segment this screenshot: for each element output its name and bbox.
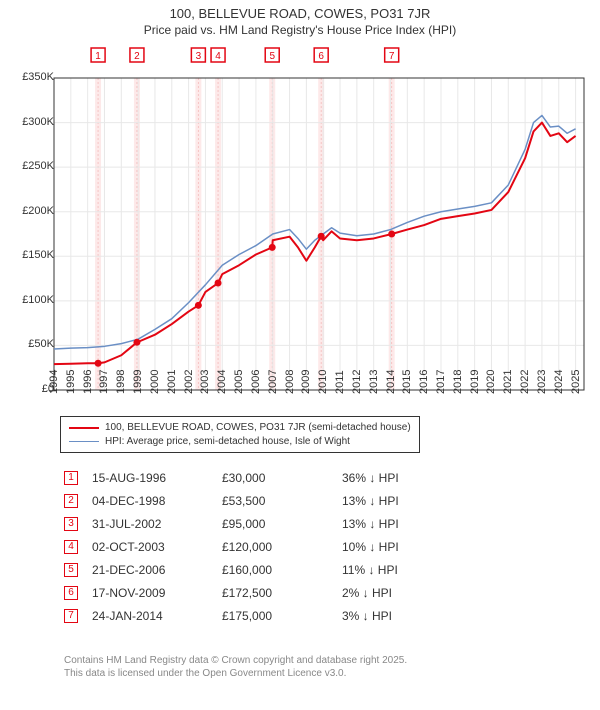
- legend-swatch: [69, 427, 99, 429]
- x-tick-label: 2007: [267, 370, 279, 394]
- table-row: 5 21-DEC-2006£160,00011% ↓ HPI: [64, 558, 462, 581]
- price-chart: 1 2 3 4 5 6 7: [48, 44, 588, 404]
- table-row: 4 02-OCT-2003£120,00010% ↓ HPI: [64, 535, 462, 558]
- legend: 100, BELLEVUE ROAD, COWES, PO31 7JR (sem…: [60, 416, 420, 453]
- page-title: 100, BELLEVUE ROAD, COWES, PO31 7JR: [0, 0, 600, 21]
- x-tick-label: 2000: [149, 370, 161, 394]
- sale-marker: 5: [64, 563, 78, 577]
- svg-text:5: 5: [269, 51, 275, 62]
- sale-date: 24-JAN-2014: [92, 609, 222, 623]
- x-tick-label: 2001: [166, 370, 178, 394]
- x-tick-label: 2022: [519, 370, 531, 394]
- sale-delta: 36% ↓ HPI: [342, 471, 462, 485]
- sale-marker: 6: [64, 586, 78, 600]
- y-tick-label: £200K: [22, 205, 54, 217]
- sale-delta: 3% ↓ HPI: [342, 609, 462, 623]
- y-tick-label: £150K: [22, 249, 54, 261]
- x-tick-label: 1999: [132, 370, 144, 394]
- x-tick-label: 1997: [98, 370, 110, 394]
- x-tick-label: 1996: [82, 370, 94, 394]
- x-tick-label: 2018: [452, 370, 464, 394]
- x-tick-label: 2012: [351, 370, 363, 394]
- sale-date: 02-OCT-2003: [92, 540, 222, 554]
- sale-marker: 2: [64, 494, 78, 508]
- sale-marker: 3: [64, 517, 78, 531]
- legend-swatch: [69, 441, 99, 442]
- x-tick-label: 2017: [435, 370, 447, 394]
- sale-delta: 11% ↓ HPI: [342, 563, 462, 577]
- x-tick-label: 1994: [48, 370, 60, 394]
- x-tick-label: 2011: [334, 370, 346, 394]
- x-tick-label: 2004: [216, 370, 228, 394]
- y-tick-label: £250K: [22, 160, 54, 172]
- legend-label: HPI: Average price, semi-detached house,…: [105, 435, 350, 449]
- sales-table: 1 15-AUG-1996£30,00036% ↓ HPI 2 04-DEC-1998…: [64, 466, 462, 627]
- x-tick-label: 2020: [485, 370, 497, 394]
- table-row: 3 31-JUL-2002£95,00013% ↓ HPI: [64, 512, 462, 535]
- table-row: 2 04-DEC-1998£53,50013% ↓ HPI: [64, 489, 462, 512]
- chart-svg: 1 2 3 4 5 6 7: [48, 44, 588, 404]
- sale-price: £175,000: [222, 609, 342, 623]
- sale-price: £120,000: [222, 540, 342, 554]
- sale-marker: 7: [64, 609, 78, 623]
- svg-text:4: 4: [215, 51, 221, 62]
- sale-delta: 13% ↓ HPI: [342, 494, 462, 508]
- x-tick-label: 2013: [368, 370, 380, 394]
- svg-text:1: 1: [95, 51, 101, 62]
- footer-line-1: Contains HM Land Registry data © Crown c…: [64, 654, 407, 667]
- x-tick-label: 2014: [385, 370, 397, 394]
- svg-text:7: 7: [389, 51, 395, 62]
- sale-marker: 4: [64, 540, 78, 554]
- sale-date: 31-JUL-2002: [92, 517, 222, 531]
- y-tick-label: £350K: [22, 71, 54, 83]
- footer-attribution: Contains HM Land Registry data © Crown c…: [64, 654, 407, 680]
- y-tick-label: £100K: [22, 294, 54, 306]
- x-tick-label: 2003: [199, 370, 211, 394]
- table-row: 1 15-AUG-1996£30,00036% ↓ HPI: [64, 466, 462, 489]
- legend-row: 100, BELLEVUE ROAD, COWES, PO31 7JR (sem…: [69, 421, 411, 435]
- sale-date: 15-AUG-1996: [92, 471, 222, 485]
- table-row: 7 24-JAN-2014£175,0003% ↓ HPI: [64, 604, 462, 627]
- x-tick-label: 2016: [418, 370, 430, 394]
- sale-price: £30,000: [222, 471, 342, 485]
- svg-text:3: 3: [196, 51, 202, 62]
- legend-row: HPI: Average price, semi-detached house,…: [69, 435, 411, 449]
- x-tick-label: 1995: [65, 370, 77, 394]
- svg-text:2: 2: [134, 51, 140, 62]
- sale-date: 21-DEC-2006: [92, 563, 222, 577]
- x-tick-label: 2005: [233, 370, 245, 394]
- sale-date: 04-DEC-1998: [92, 494, 222, 508]
- sale-delta: 10% ↓ HPI: [342, 540, 462, 554]
- x-tick-label: 2015: [401, 370, 413, 394]
- y-tick-label: £50K: [28, 338, 54, 350]
- footer-line-2: This data is licensed under the Open Gov…: [64, 667, 407, 680]
- y-tick-label: £300K: [22, 116, 54, 128]
- svg-text:6: 6: [318, 51, 324, 62]
- sale-price: £172,500: [222, 586, 342, 600]
- sale-marker: 1: [64, 471, 78, 485]
- sale-date: 17-NOV-2009: [92, 586, 222, 600]
- sale-delta: 13% ↓ HPI: [342, 517, 462, 531]
- x-tick-label: 2024: [553, 370, 565, 394]
- table-row: 6 17-NOV-2009£172,5002% ↓ HPI: [64, 581, 462, 604]
- x-tick-label: 2023: [536, 370, 548, 394]
- page-subtitle: Price paid vs. HM Land Registry's House …: [0, 21, 600, 37]
- legend-label: 100, BELLEVUE ROAD, COWES, PO31 7JR (sem…: [105, 421, 411, 435]
- x-tick-label: 2010: [317, 370, 329, 394]
- x-tick-label: 2009: [300, 370, 312, 394]
- sale-price: £160,000: [222, 563, 342, 577]
- x-tick-label: 1998: [115, 370, 127, 394]
- x-tick-label: 2021: [502, 370, 514, 394]
- x-tick-label: 2019: [469, 370, 481, 394]
- x-tick-label: 2025: [570, 370, 582, 394]
- sale-price: £53,500: [222, 494, 342, 508]
- sale-delta: 2% ↓ HPI: [342, 586, 462, 600]
- x-tick-label: 2002: [183, 370, 195, 394]
- sale-price: £95,000: [222, 517, 342, 531]
- x-tick-label: 2008: [284, 370, 296, 394]
- x-tick-label: 2006: [250, 370, 262, 394]
